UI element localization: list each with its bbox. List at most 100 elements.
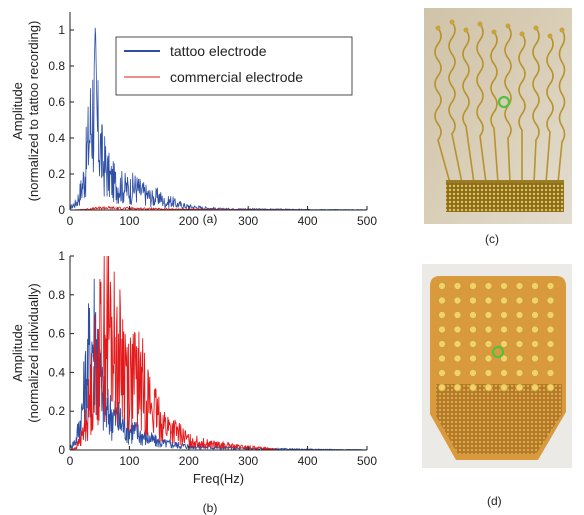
electrode-pad [453, 281, 462, 290]
electrode-pad [546, 325, 555, 334]
electrode-pad [484, 311, 493, 320]
x-tick-label: 100 [119, 454, 139, 468]
y-tick-label: 0.4 [48, 131, 65, 145]
electrode-pad [484, 383, 493, 392]
marker-circle-icon [491, 345, 505, 359]
electrode-pad [500, 354, 509, 363]
electrode-pad [531, 340, 540, 349]
y-axis-label: (normalized individually) [26, 283, 41, 422]
y-axis-label: Amplitude [10, 324, 25, 382]
marker-circle-icon [497, 95, 511, 109]
electrode-pad [469, 383, 478, 392]
electrode-pad [515, 296, 524, 305]
x-tick-label: 300 [238, 214, 258, 228]
electrode-pad [515, 369, 524, 378]
legend: tattoo electrode commercial electrode [115, 36, 353, 96]
x-tick-label: 400 [298, 454, 318, 468]
electrode-pad [484, 340, 493, 349]
electrode-pad [453, 296, 462, 305]
electrode-pad [484, 325, 493, 334]
electrode-pad [531, 383, 540, 392]
x-tick-label: 0 [67, 454, 74, 468]
electrode-pad [546, 383, 555, 392]
electrode-pad [453, 311, 462, 320]
y-tick-label: 0.6 [48, 327, 65, 341]
electrode-pad [437, 281, 446, 290]
electrode-pad [515, 383, 524, 392]
x-tick-label: 300 [238, 454, 258, 468]
x-tick-label: 200 [179, 214, 199, 228]
x-tick-label: 200 [179, 454, 199, 468]
electrode-pad [515, 354, 524, 363]
electrode-pad [546, 311, 555, 320]
chart-b: 0 100 200 300 400 50000.20.40.60.81Amplitude(… [10, 249, 377, 515]
series-line-commercial [69, 255, 278, 452]
electrode-pad [469, 296, 478, 305]
electrode-pad [437, 383, 446, 392]
x-tick-label: 0 [67, 214, 74, 228]
tattoo-electrode-illustration [424, 8, 572, 224]
y-tick-label: 0.8 [48, 59, 65, 73]
electrode-pad [500, 311, 509, 320]
electrode-pad [484, 354, 493, 363]
electrode-pad [531, 296, 540, 305]
y-tick-label: 1 [58, 249, 65, 263]
panel-label-c: (c) [485, 232, 499, 246]
electrode-pad [453, 325, 462, 334]
electrode-pad [500, 325, 509, 334]
electrode-pad [531, 325, 540, 334]
y-axis-label: (normalized to tattoo recording) [26, 21, 41, 202]
electrode-pad [500, 281, 509, 290]
electrode-pad [484, 281, 493, 290]
electrode-pad [469, 340, 478, 349]
electrode-pad [469, 369, 478, 378]
panel-label-d: (d) [487, 494, 502, 508]
electrode-pad [437, 325, 446, 334]
electrode-pad [469, 281, 478, 290]
chart-a: 0 100 200 300 400 50000.20.40.60.81Amplitude(… [10, 12, 377, 228]
photo-tattoo-electrode [424, 8, 572, 224]
electrode-pad [500, 369, 509, 378]
electrode-pad [546, 354, 555, 363]
y-tick-label: 0.6 [48, 95, 65, 109]
electrode-pad [546, 281, 555, 290]
x-tick-label: 400 [298, 214, 318, 228]
x-tick-label: 100 [119, 214, 139, 228]
panel-label: (b) [203, 501, 218, 515]
x-tick-label: 500 [357, 214, 377, 228]
electrode-pad [515, 340, 524, 349]
panel-label: (a) [203, 212, 218, 226]
electrode-pad [453, 340, 462, 349]
electrode-pad [500, 340, 509, 349]
commercial-electrode-illustration [422, 264, 572, 468]
y-tick-label: 0 [58, 203, 65, 217]
electrode-pad [437, 311, 446, 320]
electrode-pad [469, 325, 478, 334]
electrode-pad [469, 311, 478, 320]
electrode-pad [437, 369, 446, 378]
electrode-pad [469, 354, 478, 363]
electrode-pad [453, 383, 462, 392]
y-tick-label: 0.4 [48, 365, 65, 379]
electrode-pad [453, 354, 462, 363]
y-tick-label: 1 [58, 23, 65, 37]
electrode-pad [484, 296, 493, 305]
electrode-pad [531, 369, 540, 378]
electrode-pad [515, 325, 524, 334]
x-axis-label: Freq(Hz) [193, 471, 244, 486]
y-axis-label: Amplitude [10, 82, 25, 140]
electrode-pad [546, 296, 555, 305]
x-tick-label: 500 [357, 454, 377, 468]
electrode-pad [500, 383, 509, 392]
electrode-pad [500, 296, 509, 305]
electrode-pad [437, 296, 446, 305]
y-tick-label: 0 [58, 443, 65, 457]
electrode-pad [546, 369, 555, 378]
electrode-pad [484, 369, 493, 378]
photo-commercial-electrode [422, 264, 572, 468]
electrode-pad [437, 354, 446, 363]
y-tick-label: 0.2 [48, 167, 65, 181]
electrode-pad [515, 311, 524, 320]
electrode-pad [437, 340, 446, 349]
legend-entry: commercial electrode [170, 69, 303, 85]
